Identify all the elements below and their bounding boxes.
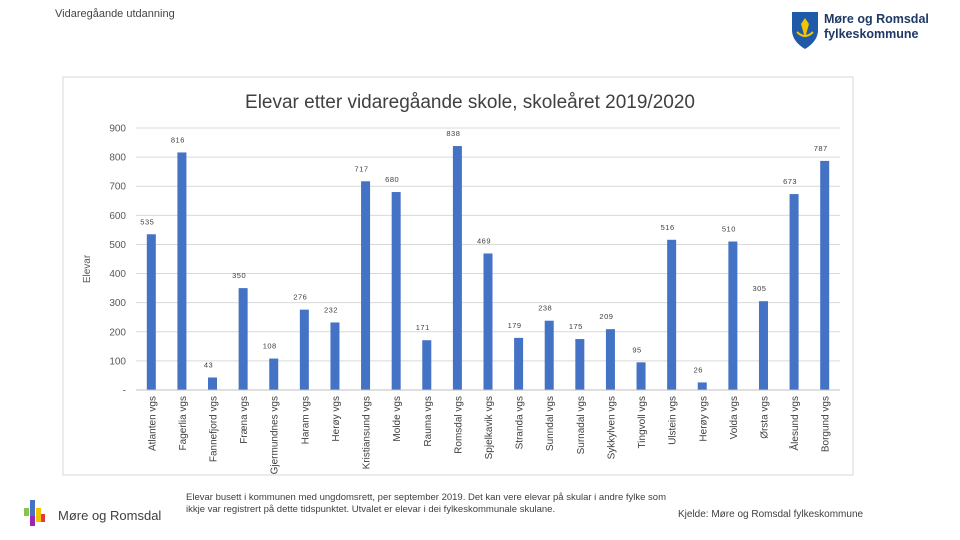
y-tick-label: -	[123, 386, 126, 397]
data-label: 516	[661, 223, 675, 232]
x-tick-label: Sunndal vgs	[545, 396, 556, 451]
bar	[728, 241, 738, 390]
x-tick-label: Haram vgs	[300, 396, 311, 444]
data-label: 305	[752, 284, 766, 293]
data-label: 179	[508, 321, 522, 330]
data-label: 232	[324, 305, 338, 314]
bar	[238, 288, 248, 390]
bar-chart: - 100 200 300 400 500 600 700 800 900 Elevar 535 Atl…	[62, 76, 854, 476]
footer-logo-text: Møre og Romsdal	[58, 508, 162, 523]
y-tick-label: 300	[109, 298, 126, 309]
x-tick-label: Borgund vgs	[821, 396, 832, 452]
x-tick-label: Fannefjord vgs	[209, 396, 220, 462]
header-label: Vidaregåande utdanning	[55, 8, 175, 20]
bar	[789, 194, 799, 390]
bar	[636, 362, 646, 390]
bar	[514, 337, 524, 390]
bar	[820, 160, 830, 390]
x-tick-label: Fagerlia vgs	[178, 396, 189, 450]
bar	[422, 340, 432, 390]
data-label: 209	[599, 312, 613, 321]
data-label: 43	[204, 360, 213, 369]
bar	[177, 152, 187, 390]
bar	[330, 322, 340, 390]
chart-frame	[62, 76, 854, 476]
data-label: 171	[416, 323, 430, 332]
x-tick-label: Molde vgs	[392, 396, 403, 442]
bar	[667, 239, 677, 390]
bar	[299, 309, 309, 390]
logo-line1: Møre og Romsdal	[824, 12, 929, 26]
x-tick-label: Ørsta vgs	[759, 396, 770, 439]
bar	[697, 382, 707, 390]
x-tick-label: Gjermundnes vgs	[270, 396, 281, 474]
x-tick-label: Spjelkavik vgs	[484, 396, 495, 459]
footer-note: Elevar busett i kommunen med ungdomsrett…	[186, 492, 666, 515]
x-tick-label: Sykkylven vgs	[606, 396, 617, 459]
x-tick-label: Herøy vgs	[698, 396, 709, 442]
y-tick-label: 700	[109, 182, 126, 193]
logo-line2: fylkeskommune	[824, 27, 919, 41]
x-tick-label: Stranda vgs	[515, 396, 526, 449]
data-label: 838	[446, 129, 460, 138]
brand-mark-icon	[24, 500, 45, 526]
footer-source: Kjelde: Møre og Romsdal fylkeskommune	[678, 509, 864, 520]
y-tick-label: 600	[109, 211, 126, 222]
bar	[208, 377, 218, 390]
bar	[269, 358, 279, 390]
shield-icon	[792, 12, 818, 49]
bar	[483, 253, 493, 390]
footer-logo: Møre og Romsdal	[22, 492, 182, 532]
bar	[146, 234, 156, 390]
bar	[391, 192, 401, 390]
data-label: 26	[694, 365, 703, 374]
x-tick-label: Volda vgs	[729, 396, 740, 439]
data-label: 816	[171, 135, 185, 144]
y-tick-label: 500	[109, 240, 126, 251]
data-label: 276	[293, 293, 307, 302]
y-tick-label: 100	[109, 356, 126, 367]
data-label: 673	[783, 177, 797, 186]
bar	[605, 329, 615, 390]
data-label: 510	[722, 225, 736, 234]
chart-title: Elevar etter vidaregåande skole, skoleår…	[245, 92, 695, 113]
y-tick-label: 400	[109, 269, 126, 280]
x-tick-label: Ålesund vgs	[788, 396, 801, 450]
y-tick-label: 900	[109, 124, 126, 135]
data-label: 108	[263, 342, 277, 351]
y-axis-label: Elevar	[82, 254, 93, 283]
data-label: 350	[232, 271, 246, 280]
data-label: 717	[355, 164, 369, 173]
data-label: 469	[477, 236, 491, 245]
y-tick-label: 200	[109, 327, 126, 338]
logo: Møre og Romsdal fylkeskommune	[790, 10, 940, 54]
x-tick-label: Kristiansund vgs	[362, 396, 373, 469]
x-tick-label: Ulstein vgs	[668, 396, 679, 445]
y-tick-label: 800	[109, 153, 126, 164]
data-label: 680	[385, 175, 399, 184]
x-tick-label: Tingvoll vgs	[637, 396, 648, 448]
bar	[575, 339, 585, 390]
data-label: 175	[569, 322, 583, 331]
x-tick-label: Romsdal vgs	[453, 396, 464, 454]
bar	[452, 146, 462, 390]
data-label: 238	[538, 304, 552, 313]
data-label: 787	[814, 144, 828, 153]
bar	[544, 320, 554, 390]
x-tick-label: Rauma vgs	[423, 396, 434, 447]
bar	[361, 181, 371, 390]
x-tick-label: Herøy vgs	[331, 396, 342, 442]
x-tick-label: Fræna vgs	[239, 396, 250, 444]
x-tick-label: Surnadal vgs	[576, 396, 587, 454]
bar	[758, 301, 768, 390]
data-label: 95	[632, 345, 641, 354]
x-tick-label: Atlanten vgs	[147, 396, 158, 451]
data-label: 535	[140, 217, 154, 226]
